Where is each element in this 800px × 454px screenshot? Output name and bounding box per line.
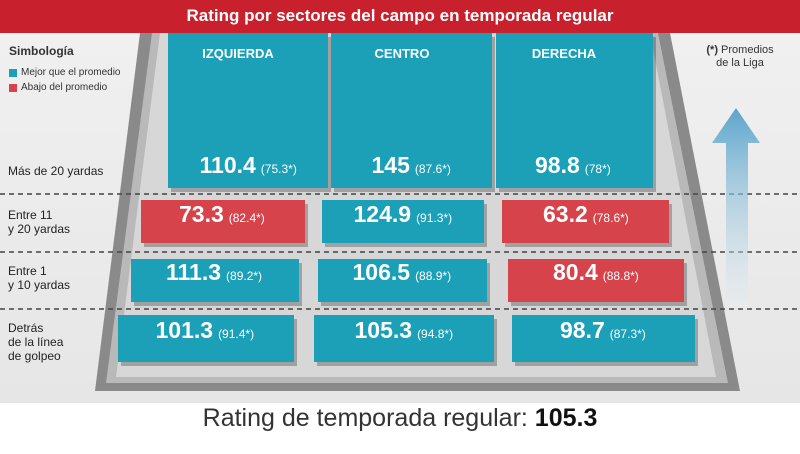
cell-block-r2-right <box>508 259 684 302</box>
title-bar: Rating por sectores del campo en tempora… <box>0 0 800 33</box>
league-average-value: (82.4*) <box>228 211 265 225</box>
rating-value: 105.3 <box>354 317 413 343</box>
legend-swatch-above <box>9 68 17 77</box>
league-average-value: (87.6*) <box>414 162 451 176</box>
cell-block-r1-center <box>322 200 484 243</box>
cell-block-r0-left <box>168 33 328 188</box>
field-graphic <box>0 33 800 391</box>
cell-block-r3-center <box>314 315 494 362</box>
rating-value: 110.4 <box>199 152 256 178</box>
column-header-right: DERECHA <box>531 46 597 61</box>
note-line-2: de la Liga <box>716 57 764 69</box>
row-label-line: de golpeo <box>8 349 61 363</box>
cell-block-r3-left <box>118 315 294 362</box>
cell-block-r0-center <box>331 33 492 188</box>
league-average-value: (87.3*) <box>609 327 646 341</box>
rating-value: 124.9 <box>353 201 412 227</box>
row-label-deep: Más de 20 yardas <box>8 164 103 178</box>
rating-value: 80.4 <box>553 259 598 285</box>
league-average-value: (94.8*) <box>417 327 454 341</box>
cell-value-r2-right: 80.4 (88.8*) <box>553 259 639 286</box>
legend-item-above: Mejor que el promedio <box>9 67 121 78</box>
note-prefix: (*) <box>706 44 718 56</box>
league-average-value: (88.8*) <box>602 269 639 283</box>
cell-block-r1-right <box>502 200 669 243</box>
footer-band <box>0 403 800 454</box>
league-average-value: (88.9*) <box>415 269 452 283</box>
league-average-value: (78.6*) <box>592 211 629 225</box>
row-label-behind: Detrás de la línea de golpeo <box>8 321 63 363</box>
rating-value: 145 <box>371 152 410 178</box>
cell-block-r3-right <box>512 315 695 362</box>
cell-value-r2-left: 111.3 (89.2*) <box>166 259 262 286</box>
cell-value-r3-right: 98.7 (87.3*) <box>560 317 646 344</box>
cell-value-r0-left: 110.4 (75.3*) <box>200 152 297 179</box>
row-label-intermediate: Entre 11 y 20 yardas <box>8 208 70 236</box>
cell-block-r1-left <box>141 200 305 243</box>
column-header-center: CENTRO <box>374 46 430 61</box>
season-rating-value: 105.3 <box>534 404 598 432</box>
legend-item-below: Abajo del promedio <box>9 82 107 93</box>
rating-value: 73.3 <box>179 201 224 227</box>
cell-value-r3-center: 105.3 (94.8*) <box>355 317 454 344</box>
season-rating-label: Rating de temporada regular: <box>202 404 528 432</box>
season-rating: Rating de temporada regular: 105.3 <box>0 404 800 433</box>
rating-value: 101.3 <box>155 317 214 343</box>
league-average-value: (91.3*) <box>416 211 453 225</box>
row-label-line: y 10 yardas <box>8 278 71 292</box>
cell-value-r0-center: 145 (87.6*) <box>372 152 451 179</box>
row-label-line: Entre 1 <box>8 264 47 278</box>
legend-label-above: Mejor que el promedio <box>21 67 121 78</box>
page-title: Rating por sectores del campo en tempora… <box>186 5 614 25</box>
league-average-note: (*) Promedios de la Liga <box>690 44 790 70</box>
legend-title: Simbología <box>9 44 74 58</box>
legend-label-below: Abajo del promedio <box>21 82 108 93</box>
rating-value: 111.3 <box>166 259 222 285</box>
row-label-line: de la línea <box>8 335 64 349</box>
cell-value-r1-right: 63.2 (78.6*) <box>543 201 629 228</box>
league-average-value: (91.4*) <box>218 327 255 341</box>
cell-value-r1-center: 124.9 (91.3*) <box>354 201 453 228</box>
row-label-line: Más de 20 yardas <box>8 164 104 178</box>
row-label-line: y 20 yardas <box>8 222 71 236</box>
cell-value-r1-left: 73.3 (82.4*) <box>179 201 265 228</box>
cell-value-r0-right: 98.8 (78*) <box>535 152 611 179</box>
rating-value: 106.5 <box>352 259 411 285</box>
cell-value-r3-left: 101.3 (91.4*) <box>156 317 255 344</box>
cell-value-r2-center: 106.5 (88.9*) <box>353 259 452 286</box>
rating-value: 98.7 <box>560 317 605 343</box>
row-label-line: Detrás <box>8 321 44 335</box>
note-line-1: Promedios <box>721 44 774 56</box>
cell-block-r2-left <box>131 259 299 302</box>
row-label-short: Entre 1 y 10 yardas <box>8 264 70 292</box>
cell-block-r0-right <box>496 33 653 188</box>
legend-swatch-below <box>9 83 17 92</box>
rating-value: 98.8 <box>535 152 580 178</box>
direction-arrow-icon <box>712 108 760 308</box>
league-average-value: (78*) <box>584 162 611 176</box>
cell-block-r2-center <box>318 259 487 302</box>
column-header-left: IZQUIERDA <box>202 46 274 61</box>
league-average-value: (75.3*) <box>260 162 297 176</box>
row-label-line: Entre 11 <box>8 208 53 222</box>
league-average-value: (89.2*) <box>226 269 263 283</box>
rating-value: 63.2 <box>543 201 588 227</box>
